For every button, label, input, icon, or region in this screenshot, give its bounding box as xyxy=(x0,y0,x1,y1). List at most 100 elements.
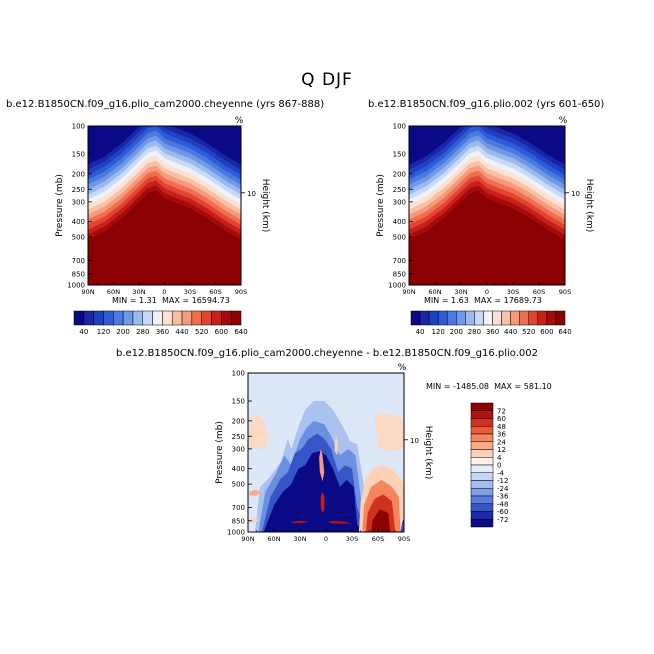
y-tick-label: 500 xyxy=(393,234,406,242)
y-tick-label: 250 xyxy=(232,433,245,441)
min-value: 1.31 xyxy=(139,296,157,305)
colorbar-label: 280 xyxy=(468,328,481,336)
colorbar-box xyxy=(221,310,232,326)
colorbar-box xyxy=(470,433,494,442)
max-value: 581.10 xyxy=(523,382,552,391)
contour-band xyxy=(409,190,565,285)
colorbar-label: 0 xyxy=(497,462,501,470)
colorbar-box xyxy=(470,503,494,512)
colorbar-label: 640 xyxy=(558,328,571,336)
pos-spot xyxy=(249,489,262,496)
y-tick-label: 400 xyxy=(393,218,406,226)
y-tick-label: 1000 xyxy=(67,282,85,290)
colorbar-box xyxy=(132,310,144,326)
colorbar-box xyxy=(470,457,494,466)
colorbar-box xyxy=(171,310,183,326)
min-value: 1.63 xyxy=(451,296,469,305)
colorbar-box xyxy=(152,310,163,326)
pos-spot xyxy=(334,436,339,456)
colorbar-label: 200 xyxy=(450,328,463,336)
colorbar-label: -4 xyxy=(497,469,505,477)
colorbar-label: -72 xyxy=(497,516,508,524)
colorbar-label: 72 xyxy=(497,407,506,415)
max-value: 17689.73 xyxy=(503,296,542,305)
x-tick-label: 90N xyxy=(402,288,415,296)
x-tick-label: 90S xyxy=(559,288,571,296)
colorbar-label: 4 xyxy=(497,454,502,462)
contour-fill-group xyxy=(248,373,404,532)
y-axis-label: Pressure (mb) xyxy=(376,174,386,237)
colorbar-label: -60 xyxy=(497,508,508,516)
neg-core xyxy=(263,451,365,532)
y-axis-label: Pressure (mb) xyxy=(215,421,225,484)
colorbar-box xyxy=(437,310,448,326)
colorbar-label: 120 xyxy=(431,328,444,336)
y-tick-label: 100 xyxy=(393,123,406,131)
contour-fill-group xyxy=(409,126,565,285)
colorbar-box xyxy=(510,310,520,326)
percent-icon: % xyxy=(235,116,244,126)
colorbar-label: -12 xyxy=(497,477,508,485)
min-label: MIN = xyxy=(426,382,451,391)
pos-band xyxy=(248,413,269,449)
pos-spot xyxy=(248,518,261,524)
colorbar-label: 640 xyxy=(234,328,247,336)
colorbar-box xyxy=(470,495,494,504)
y-tick-label: 200 xyxy=(232,417,245,425)
y-tick-label: 850 xyxy=(393,270,406,278)
colorbar-box xyxy=(83,310,94,326)
max-value: 16594.73 xyxy=(191,296,230,305)
colorbar-box xyxy=(410,310,421,326)
y-tick-label: 700 xyxy=(393,257,406,265)
colorbar-box xyxy=(191,310,202,326)
x-tick-label: 60S xyxy=(533,288,545,296)
panel-1-title: b.e12.B1850CN.f09_g16.plio_cam2000.cheye… xyxy=(6,99,325,110)
colorbar-box xyxy=(456,310,466,326)
y-tick-label: 1000 xyxy=(227,529,245,537)
y-tick-label: 300 xyxy=(232,445,245,453)
colorbar-box xyxy=(211,310,222,326)
colorbar-label: 40 xyxy=(79,328,88,336)
y-tick-label: 250 xyxy=(393,186,406,194)
colorbar-label: 120 xyxy=(97,328,110,336)
colorbar-box xyxy=(483,310,493,326)
colorbar-box xyxy=(492,310,502,326)
y-tick-label: 150 xyxy=(72,150,85,158)
colorbar-box xyxy=(230,310,242,326)
colorbar-label: 36 xyxy=(497,431,506,439)
x-tick-label: 60N xyxy=(107,288,120,296)
x-tick-label: 60N xyxy=(428,288,441,296)
colorbar-box xyxy=(470,511,494,520)
colorbar-label: 440 xyxy=(504,328,517,336)
x-tick-label: 90S xyxy=(398,535,410,543)
right-axis-label: Height (km) xyxy=(423,426,433,480)
pos-band xyxy=(374,413,404,452)
figure-title: Q DJF xyxy=(301,70,353,90)
colorbar-box xyxy=(470,426,494,435)
colorbar-box xyxy=(470,480,494,489)
x-tick-label: 30N xyxy=(293,535,306,543)
x-tick-label: 0 xyxy=(162,288,166,296)
colorbar-box xyxy=(201,310,212,326)
contour-band xyxy=(88,190,241,285)
colorbar-label: 40 xyxy=(416,328,425,336)
y-tick-label: 250 xyxy=(72,186,85,194)
right-axis-label: Height (km) xyxy=(584,179,594,233)
x-tick-label: 60S xyxy=(209,288,221,296)
pos-core xyxy=(371,509,391,532)
max-label: MAX = xyxy=(494,382,522,391)
y-tick-label: 400 xyxy=(72,218,85,226)
colorbar-label: 60 xyxy=(497,415,506,423)
colorbar-box xyxy=(501,310,511,326)
y-tick-label: 1000 xyxy=(388,282,406,290)
y-tick-label: 400 xyxy=(232,465,245,473)
x-tick-label: 30S xyxy=(507,288,519,296)
colorbar-label: 520 xyxy=(522,328,535,336)
x-tick-label: 90N xyxy=(241,535,254,543)
colorbar-box xyxy=(419,310,430,326)
x-tick-label: 30S xyxy=(346,535,358,543)
max-label: MAX = xyxy=(161,296,190,305)
colorbar-box xyxy=(446,310,457,326)
panel-2-title: b.e12.B1850CN.f09_g16.plio.002 (yrs 601-… xyxy=(368,99,605,110)
